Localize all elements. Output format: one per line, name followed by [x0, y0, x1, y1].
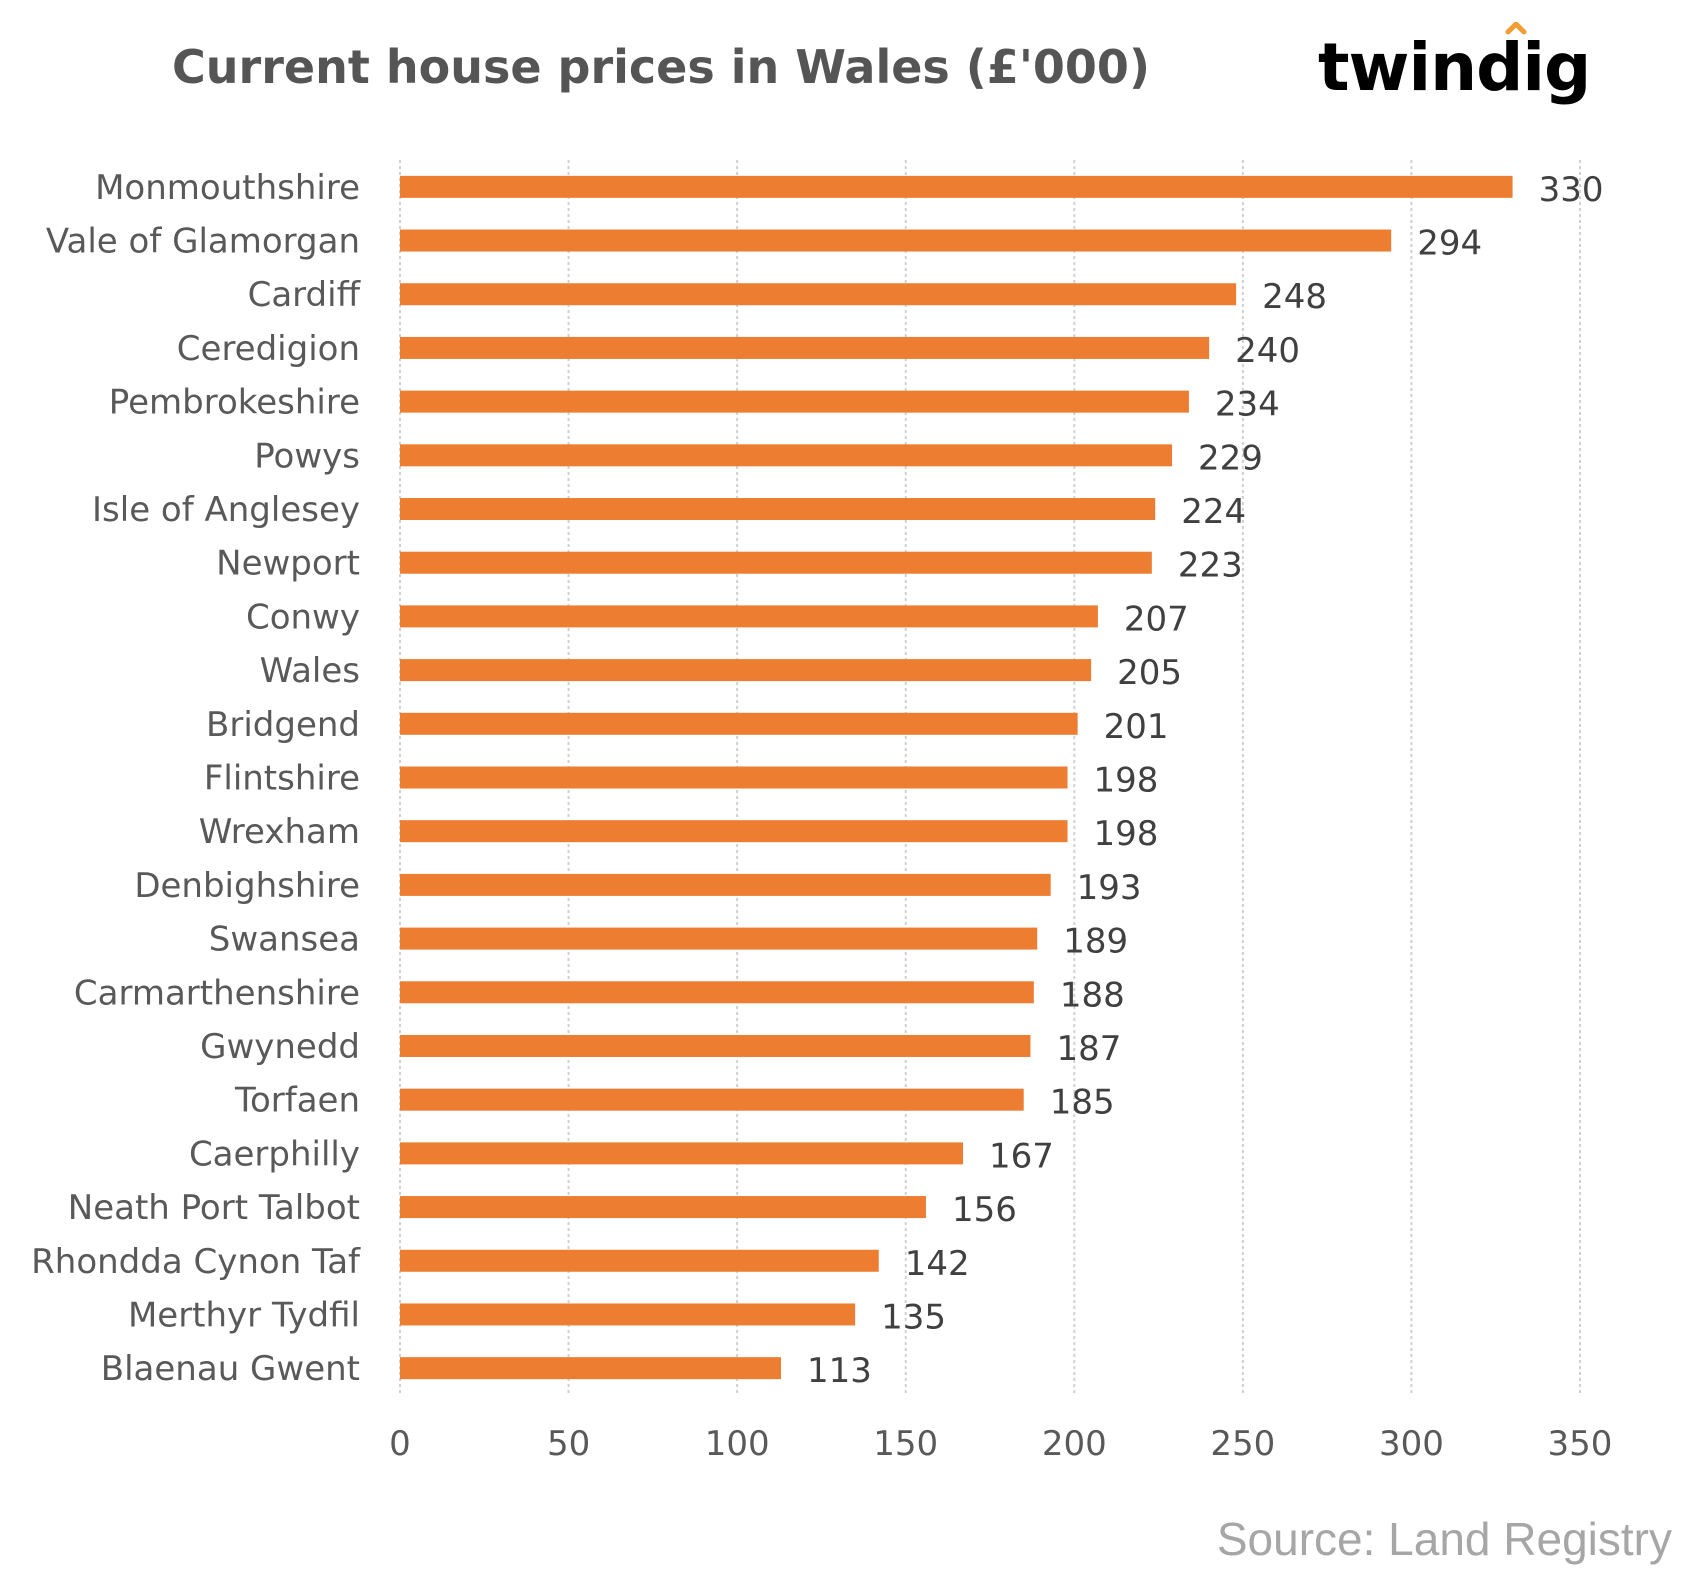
bar	[400, 498, 1156, 521]
category-label: Denbighshire	[134, 866, 360, 906]
category-label: Pembrokeshire	[109, 383, 360, 423]
category-label: Isle of Anglesey	[92, 490, 360, 530]
category-label: Ceredigion	[177, 329, 360, 369]
category-label: Swansea	[209, 920, 360, 960]
x-tick-label: 200	[1042, 1424, 1107, 1464]
x-tick-label: 250	[1210, 1424, 1275, 1464]
category-label: Wrexham	[199, 812, 360, 852]
category-label: Conwy	[246, 597, 360, 637]
bar	[400, 605, 1098, 628]
bar	[400, 283, 1237, 306]
data-label: 223	[1178, 546, 1243, 586]
bar	[400, 766, 1068, 789]
category-label: Blaenau Gwent	[101, 1349, 360, 1389]
data-label: 240	[1235, 331, 1300, 371]
data-label: 330	[1539, 170, 1604, 210]
x-tick-labels: 0 50 100 150 200 250 300 350	[389, 1424, 1612, 1464]
bar	[400, 659, 1092, 682]
category-label: Bridgend	[206, 705, 360, 745]
category-label: Merthyr Tydfil	[128, 1295, 360, 1335]
bar	[400, 927, 1038, 950]
category-label: Newport	[216, 544, 360, 584]
bar	[400, 1142, 964, 1165]
bar	[400, 1196, 926, 1219]
data-label: 142	[905, 1244, 970, 1284]
category-label: Caerphilly	[189, 1134, 360, 1174]
data-label: 229	[1198, 438, 1263, 478]
category-label: Carmarthenshire	[74, 973, 360, 1013]
bar	[400, 175, 1513, 198]
data-label: 156	[952, 1190, 1017, 1230]
bar	[400, 390, 1189, 413]
category-label: Torfaen	[234, 1081, 360, 1121]
bar	[400, 336, 1210, 359]
twindig-logo: twindig	[1318, 22, 1588, 106]
category-label: Rhondda Cynon Taf	[31, 1242, 361, 1282]
data-label: 135	[881, 1297, 946, 1337]
bar	[400, 444, 1173, 467]
x-tick-label: 350	[1548, 1424, 1613, 1464]
logo-roof-icon	[1505, 22, 1527, 35]
data-label: 234	[1215, 385, 1280, 425]
category-label: Gwynedd	[200, 1027, 360, 1067]
data-label: 187	[1056, 1029, 1121, 1069]
category-labels: Monmouthshire Vale of Glamorgan Cardiff Cer…	[31, 168, 361, 1389]
bar-chart: Monmouthshire Vale of Glamorgan Cardiff Cer…	[31, 160, 1612, 1464]
bar	[400, 1303, 856, 1326]
bar	[400, 1357, 781, 1380]
category-label: Monmouthshire	[95, 168, 360, 208]
data-label: 205	[1117, 653, 1182, 693]
data-label: 224	[1181, 492, 1246, 532]
bar	[400, 873, 1051, 896]
x-tick-label: 0	[389, 1424, 411, 1464]
data-label: 248	[1262, 277, 1327, 317]
bars	[400, 175, 1513, 1380]
category-label: Flintshire	[204, 759, 360, 799]
source-note: Source: Land Registry	[1216, 1513, 1672, 1565]
data-label: 201	[1104, 707, 1169, 747]
data-label: 198	[1094, 761, 1159, 801]
x-tick-label: 50	[547, 1424, 590, 1464]
data-label: 167	[989, 1136, 1054, 1176]
bar	[400, 1088, 1024, 1111]
value-labels: 330 294 248 240 234 229 224 223 207 205 201 198 198 1…	[807, 170, 1604, 1391]
chart-title: Current house prices in Wales (£'000)	[172, 40, 1150, 94]
x-tick-label: 100	[705, 1424, 770, 1464]
data-label: 207	[1124, 599, 1189, 639]
bar	[400, 551, 1152, 574]
bar	[400, 981, 1034, 1004]
data-label: 193	[1077, 868, 1142, 908]
category-label: Cardiff	[248, 275, 362, 315]
category-label: Vale of Glamorgan	[46, 222, 360, 262]
bar	[400, 1249, 879, 1272]
bar	[400, 229, 1392, 252]
category-label: Neath Port Talbot	[68, 1188, 360, 1228]
logo-text: twindig	[1318, 29, 1588, 106]
data-label: 294	[1417, 224, 1482, 264]
bar	[400, 820, 1068, 843]
gridlines	[399, 160, 1581, 1395]
category-label: Powys	[254, 436, 360, 476]
data-label: 188	[1060, 975, 1125, 1015]
x-tick-label: 150	[873, 1424, 938, 1464]
category-label: Wales	[260, 651, 360, 691]
data-label: 198	[1094, 814, 1159, 854]
data-label: 189	[1063, 922, 1128, 962]
bar	[400, 1034, 1031, 1057]
data-label: 113	[807, 1351, 872, 1391]
x-tick-label: 300	[1379, 1424, 1444, 1464]
data-label: 185	[1050, 1083, 1115, 1123]
bar	[400, 712, 1078, 735]
